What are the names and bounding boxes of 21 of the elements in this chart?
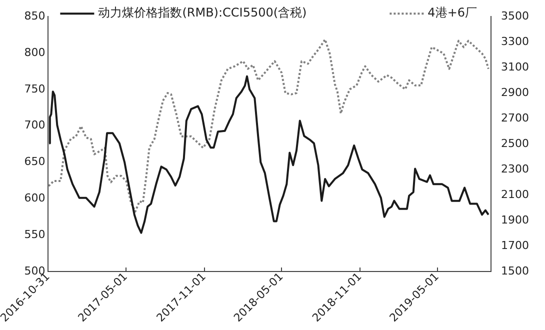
y2-tick-label: 1900: [501, 213, 530, 226]
y2-tick-label: 2100: [501, 188, 530, 201]
y2-tick-label: 2900: [501, 86, 530, 99]
y-tick-label: 650: [24, 155, 46, 168]
y2-tick-label: 1500: [501, 264, 530, 278]
y2-tick-label: 3300: [501, 34, 530, 48]
y2-tick-label: 2700: [501, 111, 530, 124]
y2-tick-label: 3500: [501, 9, 530, 22]
y-tick-label: 800: [24, 46, 46, 59]
y-tick-label: 750: [24, 82, 46, 96]
y2-tick-label: 2300: [501, 162, 530, 176]
y2-tick-label: 1700: [501, 238, 530, 252]
y-tick-label: 850: [24, 9, 46, 22]
legend-label: 动力煤价格指数(RMB):CCI5500(含税): [98, 6, 307, 20]
y2-tick-label: 2500: [501, 136, 530, 150]
y-tick-label: 700: [24, 118, 46, 132]
line-series: [48, 38, 490, 213]
y2-tick-label: 3100: [501, 60, 530, 74]
y-tick-label: 550: [24, 228, 46, 241]
y-tick-label: 600: [24, 192, 46, 205]
legend-label: 4港+6厂: [428, 6, 478, 20]
